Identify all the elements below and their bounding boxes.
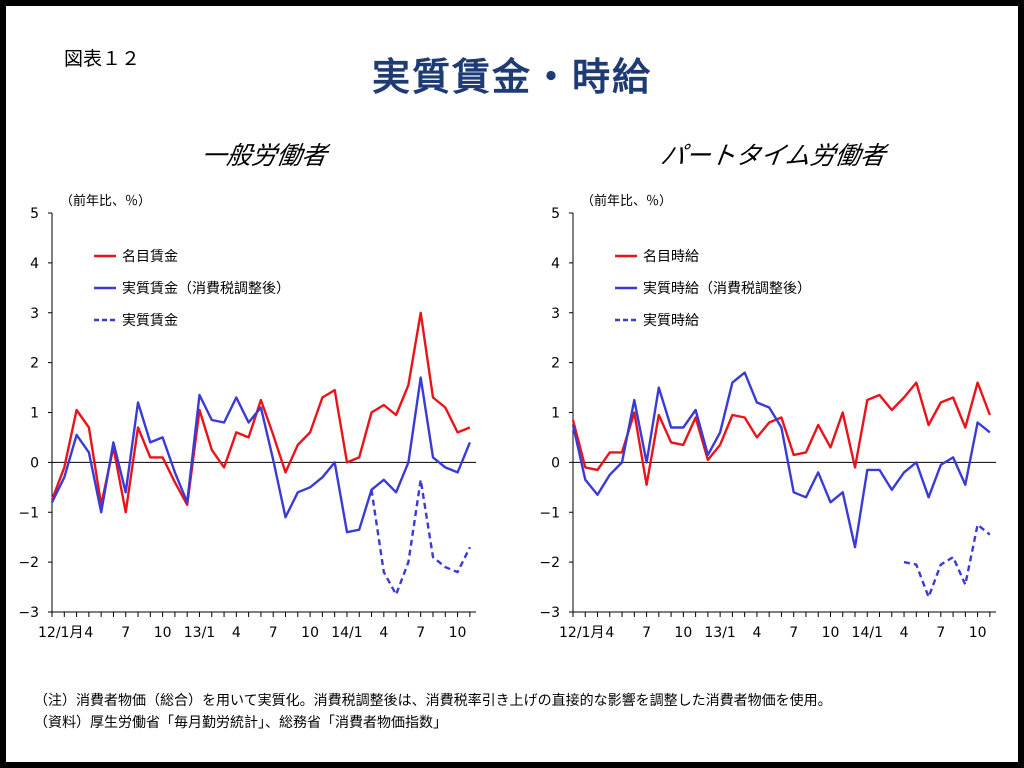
legend-label-0: 名目賃金 bbox=[122, 249, 178, 265]
x-tick-label: 7 bbox=[642, 625, 651, 641]
y-tick-label: −1 bbox=[539, 505, 560, 521]
x-tick-label: 4 bbox=[84, 625, 93, 641]
y-tick-label: −3 bbox=[539, 605, 560, 621]
x-tick-label: 10 bbox=[822, 625, 840, 641]
y-tick-label: −3 bbox=[18, 605, 39, 621]
x-tick-label: 7 bbox=[936, 625, 945, 641]
x-tick-label: 10 bbox=[154, 625, 172, 641]
x-tick-label: 4 bbox=[605, 625, 614, 641]
series-line-2 bbox=[903, 523, 991, 599]
x-tick-label: 10 bbox=[674, 625, 692, 641]
x-tick-label: 13/1 bbox=[704, 625, 735, 641]
x-tick-label: 14/1 bbox=[852, 625, 883, 641]
y-tick-label: 2 bbox=[551, 356, 560, 372]
series-line-0 bbox=[50, 311, 471, 514]
figure-label: 図表１２ bbox=[64, 48, 141, 70]
series-line-0 bbox=[571, 381, 992, 486]
slide: 図表１２ 実質賃金・時給 一般労働者 パートタイム労働者 （前年比、％） 5 4 3 2… bbox=[6, 6, 1018, 762]
legend-label-2: 実質時給 bbox=[643, 313, 699, 329]
y-axis-label: （前年比、％） bbox=[581, 193, 672, 209]
y-tick-label: −2 bbox=[539, 555, 560, 571]
x-tick-label: 7 bbox=[416, 625, 425, 641]
x-tick-label: 4 bbox=[900, 625, 909, 641]
x-tick-label: 10 bbox=[969, 625, 987, 641]
y-tick-label: 0 bbox=[551, 455, 560, 471]
footnote-source: （資料）厚生労働省「毎月勤労統計」、総務省「消費者物価指数」 bbox=[34, 715, 447, 731]
y-tick-label: 4 bbox=[551, 256, 560, 272]
x-tick-label: 4 bbox=[379, 625, 388, 641]
y-tick-label: 5 bbox=[30, 206, 39, 222]
x-tick-label: 12/1月 bbox=[38, 625, 83, 641]
y-tick-label: −2 bbox=[18, 555, 39, 571]
page-title: 実質賃金・時給 bbox=[371, 55, 652, 99]
x-tick-label: 13/1 bbox=[184, 625, 215, 641]
legend-label-1: 実質時給（消費税調整後） bbox=[643, 281, 811, 297]
y-tick-label: −1 bbox=[18, 505, 39, 521]
series-line-1 bbox=[50, 376, 472, 534]
legend-label-1: 実質賃金（消費税調整後） bbox=[122, 281, 290, 297]
y-tick-label: 3 bbox=[551, 306, 560, 322]
series-line-1 bbox=[571, 371, 991, 549]
legend-label-0: 名目時給 bbox=[643, 249, 699, 265]
y-tick-label: 1 bbox=[30, 406, 39, 422]
x-tick-label: 10 bbox=[449, 625, 467, 641]
y-tick-label: 0 bbox=[30, 455, 39, 471]
y-axis-label: （前年比、％） bbox=[60, 193, 151, 209]
y-tick-label: 2 bbox=[30, 356, 39, 372]
y-tick-label: 3 bbox=[30, 306, 39, 322]
legend-label-2: 実質賃金 bbox=[122, 313, 178, 329]
x-tick-label: 12/1月 bbox=[559, 625, 604, 641]
x-tick-label: 14/1 bbox=[331, 625, 362, 641]
y-tick-label: 5 bbox=[551, 206, 560, 222]
x-tick-label: 4 bbox=[752, 625, 761, 641]
x-tick-label: 10 bbox=[301, 625, 319, 641]
x-tick-label: 4 bbox=[232, 625, 241, 641]
x-tick-label: 7 bbox=[789, 625, 798, 641]
y-tick-label: 4 bbox=[30, 256, 39, 272]
footnote-note: （注）消費者物価（総合）を用いて実質化。消費税調整後は、消費税率引き上げの直接的… bbox=[34, 693, 832, 709]
x-tick-label: 7 bbox=[121, 625, 130, 641]
x-tick-label: 7 bbox=[269, 625, 278, 641]
series-line-2 bbox=[370, 478, 471, 596]
y-tick-label: 1 bbox=[551, 406, 560, 422]
